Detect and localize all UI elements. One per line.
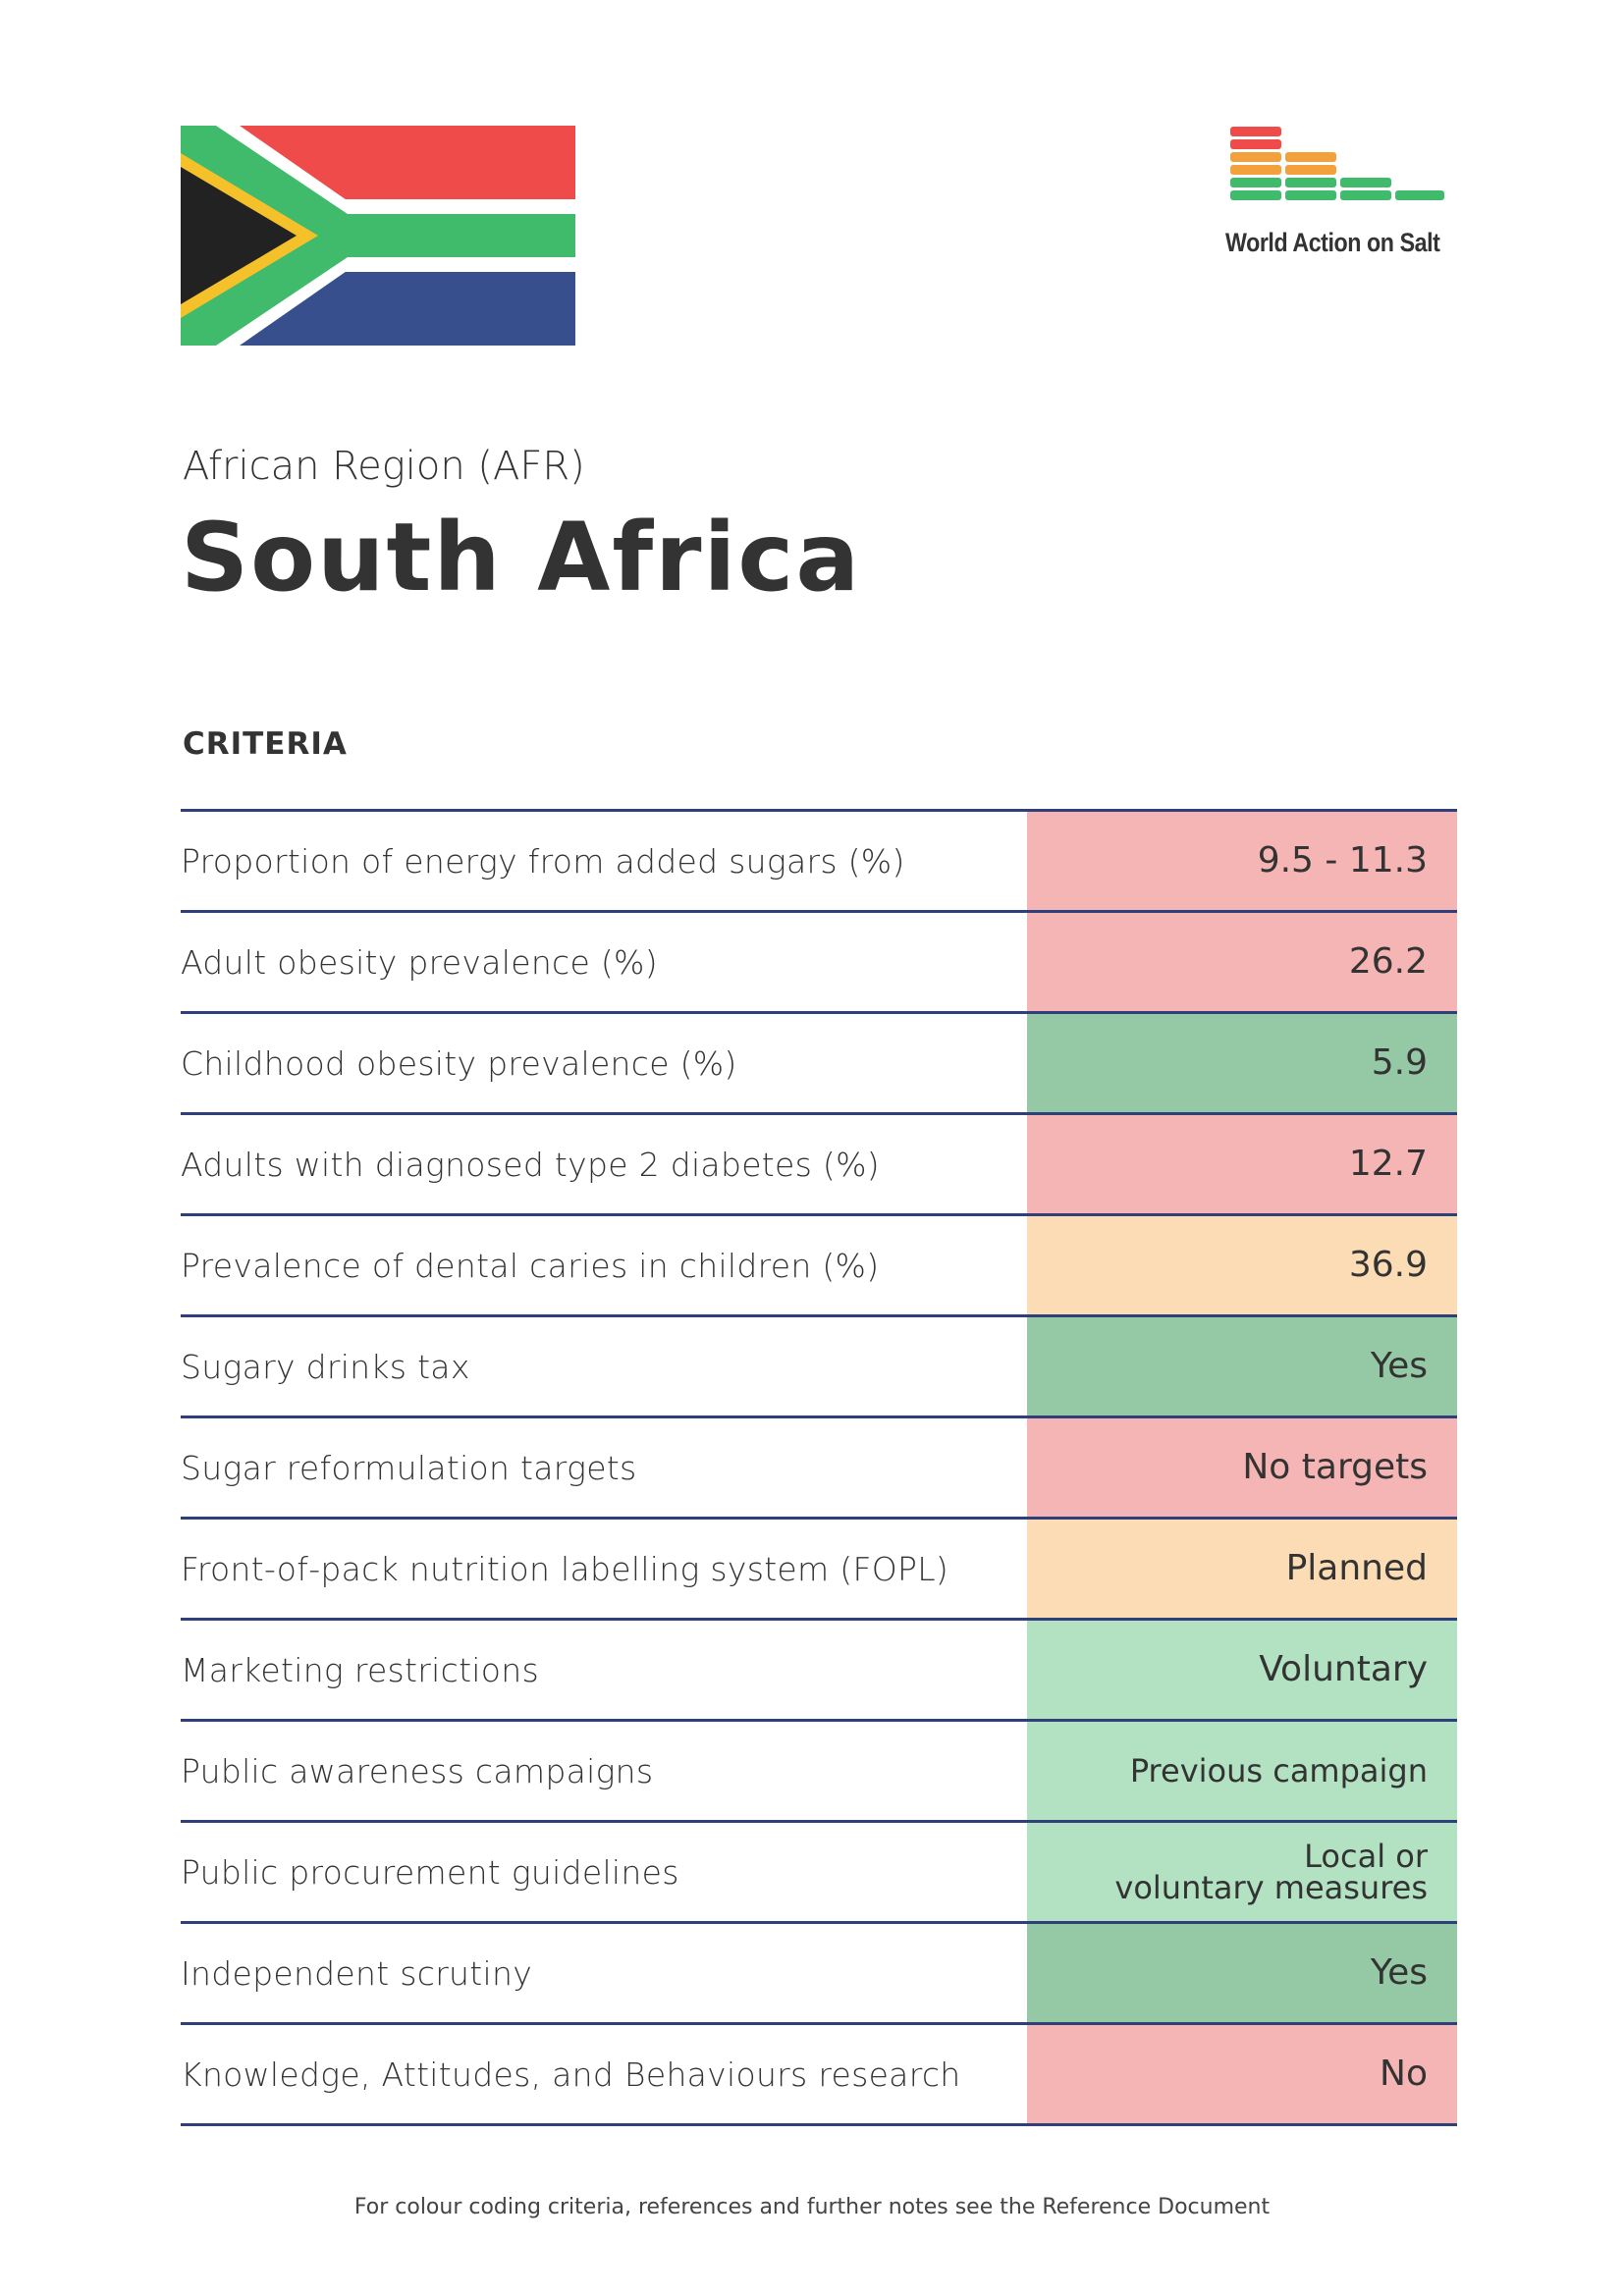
criteria-label: Childhood obesity prevalence (%) [181,1043,737,1083]
criteria-label: Sugar reformulation targets [181,1448,637,1487]
logo-text: World Action on Salt [1225,228,1440,257]
criteria-row: Sugar reformulation targets No targets [181,1418,1457,1520]
criteria-value-text: Yes [1370,1346,1428,1386]
criteria-label: Front-of-pack nutrition labelling system… [181,1549,949,1588]
criteria-value-text: 5.9 [1371,1042,1428,1083]
criteria-label: Marketing restrictions [181,1650,539,1689]
criteria-row: Public procurement guidelines Local or vo… [181,1823,1457,1924]
criteria-value-text: Voluntary [1259,1649,1428,1689]
criteria-value-text: Previous campaign [1129,1752,1428,1789]
south-africa-flag [181,126,575,346]
criteria-label: Independent scrutiny [181,1953,533,1993]
criteria-label: Prevalence of dental caries in children … [181,1246,880,1285]
criteria-label: Adult obesity prevalence (%) [181,942,658,982]
criteria-row: Independent scrutiny Yes [181,1924,1457,2025]
criteria-row: Knowledge, Attitudes, and Behaviours res… [181,2025,1457,2126]
criteria-value: 9.5 - 11.3 [1027,812,1457,910]
criteria-value-text: 9.5 - 11.3 [1257,840,1428,881]
criteria-row: Front-of-pack nutrition labelling system… [181,1520,1457,1621]
criteria-value: Yes [1027,1317,1457,1415]
criteria-value: Voluntary [1027,1621,1457,1719]
criteria-value-text: No targets [1242,1447,1428,1487]
criteria-label: Public awareness campaigns [181,1751,654,1790]
criteria-table: Proportion of energy from added sugars (… [181,809,1457,2126]
criteria-value: Local or voluntary measures [1027,1823,1457,1921]
criteria-row: Proportion of energy from added sugars (… [181,812,1457,913]
criteria-row: Marketing restrictions Voluntary [181,1621,1457,1722]
criteria-value: 12.7 [1027,1115,1457,1213]
criteria-row: Adults with diagnosed type 2 diabetes (%… [181,1115,1457,1216]
country-title: South Africa [181,503,862,613]
criteria-value-text: 26.2 [1348,941,1428,982]
criteria-value: Planned [1027,1520,1457,1618]
criteria-value-text: Yes [1370,1952,1428,1993]
criteria-value: 5.9 [1027,1014,1457,1112]
criteria-value: 36.9 [1027,1216,1457,1314]
criteria-label: Adults with diagnosed type 2 diabetes (%… [181,1145,880,1184]
criteria-row: Public awareness campaigns Previous campa… [181,1722,1457,1823]
criteria-value-text: Local or voluntary measures [1114,1838,1428,1906]
criteria-value: 26.2 [1027,913,1457,1011]
world-action-on-salt-logo [1230,127,1444,200]
criteria-heading: CRITERIA [183,726,348,762]
reference-note: For colour coding criteria, references a… [353,2195,1271,2219]
criteria-label: Knowledge, Attitudes, and Behaviours res… [181,2055,961,2094]
criteria-row: Prevalence of dental caries in children … [181,1216,1457,1317]
criteria-label: Proportion of energy from added sugars (… [181,841,905,881]
criteria-label: Public procurement guidelines [181,1852,679,1892]
criteria-value-text: Planned [1285,1548,1428,1588]
criteria-value-text: 36.9 [1348,1245,1428,1285]
region-label: African Region (AFR) [183,444,585,489]
criteria-row: Sugary drinks tax Yes [181,1317,1457,1418]
criteria-row: Childhood obesity prevalence (%) 5.9 [181,1014,1457,1115]
criteria-value: Yes [1027,1924,1457,2022]
criteria-value: Previous campaign [1027,1722,1457,1820]
criteria-value: No targets [1027,1418,1457,1517]
criteria-value-text: 12.7 [1348,1144,1428,1184]
criteria-row: Adult obesity prevalence (%) 26.2 [181,913,1457,1014]
criteria-label: Sugary drinks tax [181,1347,470,1386]
criteria-value-text: No [1380,2054,1428,2094]
criteria-value: No [1027,2025,1457,2123]
